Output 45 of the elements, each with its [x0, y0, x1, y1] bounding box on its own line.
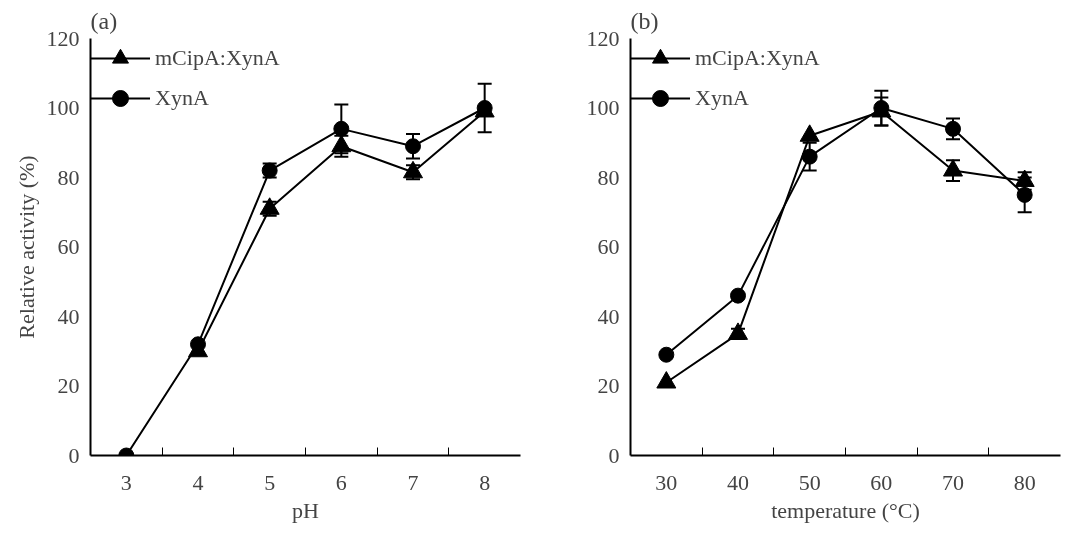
y-tick-label: 60: [57, 234, 80, 259]
x-tick-label: 50: [798, 469, 821, 495]
point: [656, 371, 677, 389]
point: [658, 346, 675, 363]
y-tick-label: 0: [608, 442, 620, 468]
x-tick-label: 4: [192, 469, 204, 495]
y-tick-label: 100: [46, 95, 80, 120]
chart-title: (b): [630, 7, 659, 34]
x-tick-label: 7: [407, 469, 419, 495]
point: [730, 287, 746, 304]
x-tick-label: 40: [727, 469, 749, 495]
y-tick-label: 80: [57, 164, 80, 190]
y-tick-label: 0: [68, 442, 80, 468]
chart-title: (a): [90, 7, 118, 34]
y-tick-label: 40: [57, 303, 80, 329]
x-tick-label: 8: [479, 469, 491, 495]
y-tick-label: 100: [586, 95, 620, 120]
y-tick-label: 60: [597, 234, 620, 259]
y-tick-label: 80: [597, 164, 620, 190]
point: [943, 159, 963, 177]
y-tick-label: 20: [57, 373, 80, 398]
x-tick-label: 60: [870, 469, 893, 495]
x-tick-label: 80: [1013, 469, 1036, 495]
legend-label: mCipA:XynA: [695, 44, 820, 72]
legend-label: mCipA:XynA: [155, 44, 280, 72]
point: [801, 148, 818, 165]
x-axis-title: pH: [292, 497, 320, 523]
point: [945, 120, 961, 137]
point: [403, 160, 423, 179]
x-tick-label: 30: [655, 469, 678, 495]
x-axis-title: temperature (°C): [771, 497, 920, 523]
y-tick-label: 40: [597, 303, 620, 329]
y-tick-label: 120: [586, 25, 620, 51]
x-tick-label: 5: [264, 469, 276, 495]
x-tick-label: 70: [942, 469, 964, 495]
point: [1016, 186, 1033, 203]
legend-label: XynA: [155, 84, 209, 112]
y-tick-label: 120: [46, 25, 80, 51]
point: [405, 138, 421, 155]
y-axis-title: Relative activity (%): [13, 155, 39, 339]
legend-label: XynA: [695, 84, 749, 112]
y-tick-label: 20: [597, 373, 620, 398]
x-tick-label: 6: [335, 469, 347, 495]
point: [333, 120, 350, 137]
x-tick-label: 3: [120, 469, 132, 495]
